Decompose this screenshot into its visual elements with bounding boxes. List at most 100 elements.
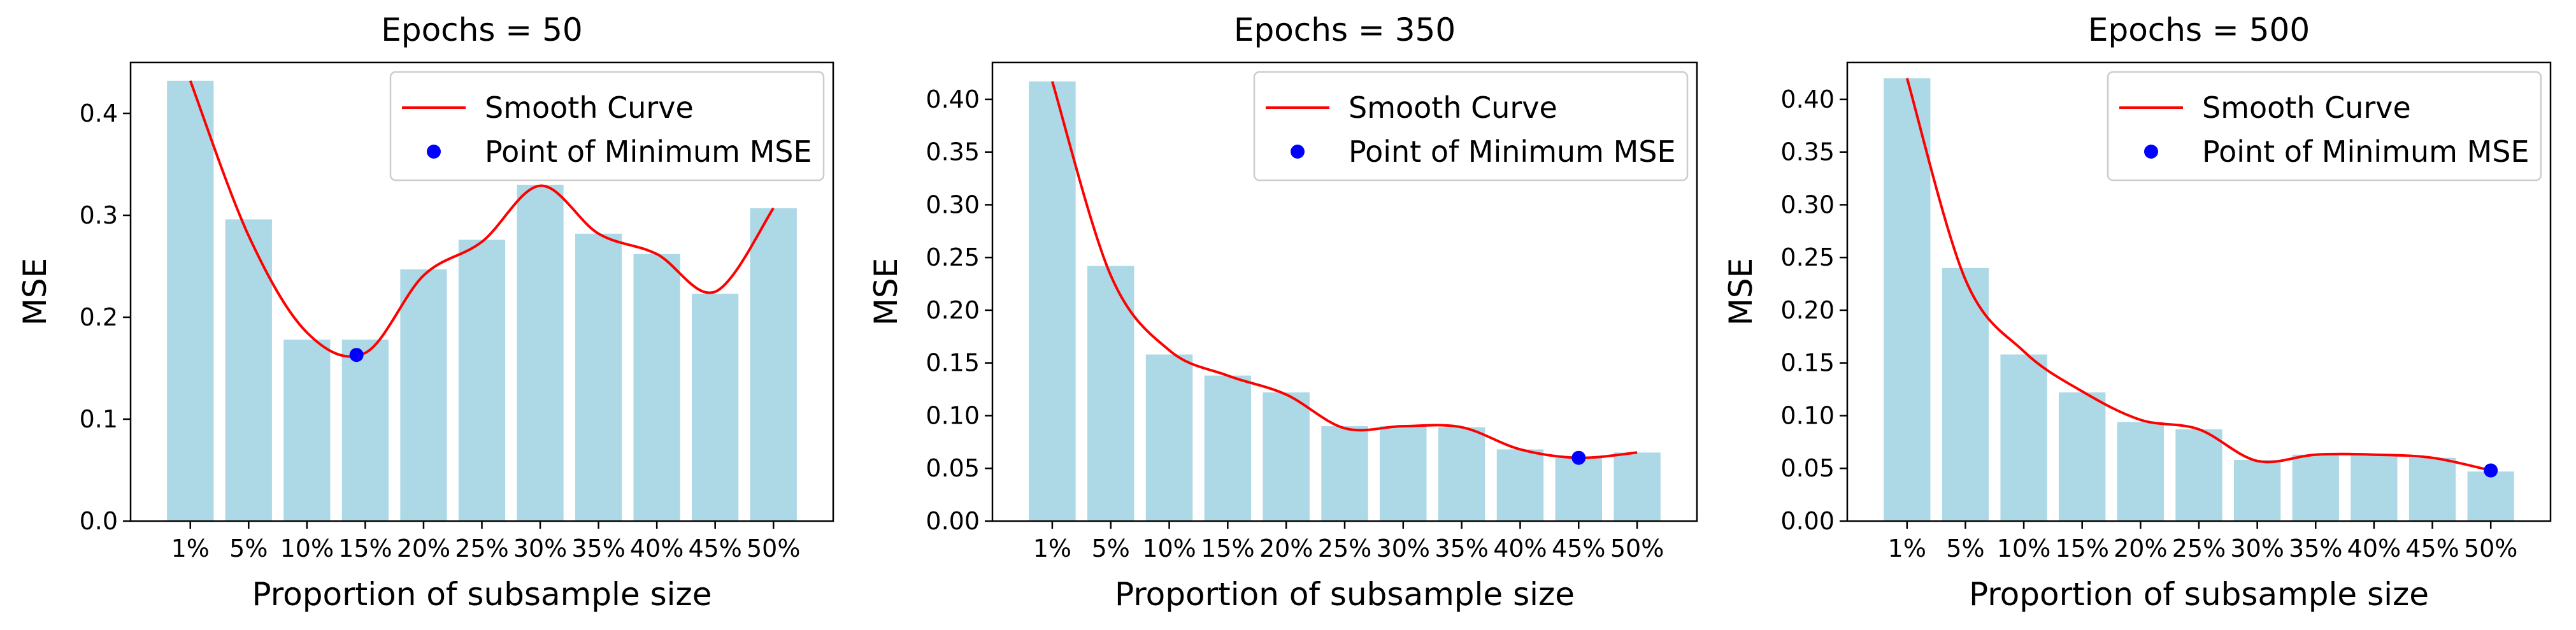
bar-20pct (400, 269, 447, 521)
bar-40pct (633, 254, 680, 521)
x-tick-label: 5% (1092, 534, 1130, 562)
y-tick-label: 0.25 (926, 243, 980, 271)
x-tick-label: 10% (1142, 534, 1196, 562)
legend-curve-label: Smooth Curve (485, 90, 694, 125)
bar-5pct (225, 219, 272, 521)
bar-50pct (2467, 471, 2514, 521)
legend-box (389, 71, 825, 182)
y-tick-label: 0.25 (1780, 243, 1835, 271)
bar-25pct (2175, 429, 2222, 521)
subplot-2: 0.00 0.05 0.10 0.15 0.20 0.25 0.30 0.35 0.40 1% 5%… (868, 11, 1698, 613)
y-tick-label: 0.30 (1780, 190, 1835, 218)
y-axis-label: MSE (868, 258, 905, 326)
bar-15pct (341, 340, 389, 521)
y-tick-label: 0.30 (926, 190, 980, 218)
x-tick-label: 40% (630, 534, 683, 562)
legend: Smooth Curve Point of Minimum MSE (389, 71, 825, 182)
legend-box (2107, 71, 2542, 182)
y-tick-label: 0.00 (1780, 507, 1835, 535)
x-tick-label: 45% (688, 534, 741, 562)
bar-50pct (750, 208, 797, 521)
bar-40pct (1496, 449, 1544, 521)
bar-40pct (2351, 454, 2398, 521)
x-tick-label: 50% (747, 534, 800, 562)
bar-30pct (2233, 460, 2281, 521)
legend-point-swatch (1291, 145, 1305, 159)
x-tick-label: 15% (2055, 534, 2108, 562)
bar-45pct (692, 294, 739, 521)
x-tick-label: 35% (1435, 534, 1488, 562)
x-tick-label: 5% (1946, 534, 1984, 562)
bar-1pct (167, 80, 214, 522)
legend-point-swatch (2144, 145, 2158, 159)
bar-30pct (1380, 426, 1427, 521)
x-tick-label: 10% (1997, 534, 2050, 562)
y-tick-label: 0.10 (926, 401, 980, 429)
legend-point-label: Point of Minimum MSE (2202, 134, 2529, 169)
x-tick-label: 15% (338, 534, 392, 562)
y-tick-label: 0.15 (926, 349, 980, 377)
legend-point-swatch (427, 145, 441, 159)
y-axis-label: MSE (1722, 258, 1759, 326)
x-tick-label: 35% (571, 534, 625, 562)
legend-curve-label: Smooth Curve (1349, 90, 1557, 125)
bar-45pct (1555, 457, 1602, 521)
bar-25pct (458, 240, 506, 521)
legend: Smooth Curve Point of Minimum MSE (1253, 71, 1689, 182)
y-tick-label: 0.20 (1780, 296, 1835, 324)
x-tick-label: 25% (2172, 534, 2226, 562)
x-tick-label: 50% (1610, 534, 1664, 562)
y-tick-label: 0.00 (926, 507, 980, 535)
y-tick-label: 0.35 (1780, 138, 1835, 166)
bar-20pct (2117, 422, 2165, 521)
y-tick-label: 0.05 (926, 454, 980, 482)
y-tick-label: 0.15 (1780, 349, 1835, 377)
x-tick-label: 20% (1259, 534, 1313, 562)
y-axis-label: MSE (17, 258, 54, 326)
legend-point-label: Point of Minimum MSE (1349, 134, 1676, 169)
chart-title: Epochs = 50 (381, 11, 582, 48)
bar-10pct (283, 340, 331, 521)
x-tick-label: 40% (2347, 534, 2401, 562)
smooth-curve-line (1050, 81, 1638, 459)
x-axis-label: Proportion of subsample size (1969, 576, 2429, 613)
y-tick-label: 0.0 (80, 507, 118, 535)
subplot-1: 0.0 0.1 0.2 0.3 0.4 1% 5% 10% 15% 20% 25% 30% 35% 40%… (17, 11, 834, 613)
x-tick-label: 1% (1033, 534, 1071, 562)
y-tick-label: 0.4 (80, 99, 118, 127)
y-tick-label: 0.10 (1780, 401, 1835, 429)
bar-15pct (1204, 375, 1252, 521)
bar-45pct (2408, 457, 2456, 521)
x-tick-label: 30% (1377, 534, 1430, 562)
x-tick-label: 1% (1888, 534, 1926, 562)
chart-title: Epochs = 350 (1234, 11, 1456, 48)
bar-10pct (2000, 354, 2047, 521)
x-tick-label: 50% (2464, 534, 2517, 562)
x-tick-label: 45% (2405, 534, 2459, 562)
y-tick-label: 0.40 (1780, 85, 1835, 113)
chart-title: Epochs = 500 (2088, 11, 2310, 48)
x-tick-label: 20% (2114, 534, 2167, 562)
bar-10pct (1145, 354, 1193, 521)
x-axis-label: Proportion of subsample size (1115, 576, 1575, 613)
minimum-mse-point (2484, 463, 2498, 478)
x-tick-label: 25% (1318, 534, 1371, 562)
smooth-curve-line (1905, 78, 2491, 472)
y-tick-label: 0.2 (80, 303, 118, 331)
x-tick-label: 5% (229, 534, 268, 562)
legend-curve-label: Smooth Curve (2202, 90, 2411, 125)
x-tick-label: 30% (513, 534, 567, 562)
y-tick-label: 0.40 (926, 85, 980, 113)
y-tick-label: 0.20 (926, 296, 980, 324)
bar-35pct (575, 233, 622, 521)
bars (1884, 78, 2514, 521)
bar-15pct (2059, 392, 2106, 521)
legend-point-label: Point of Minimum MSE (485, 134, 812, 169)
bars (1029, 81, 1661, 522)
bar-25pct (1321, 426, 1368, 521)
x-tick-label: 45% (1552, 534, 1605, 562)
bar-5pct (1087, 266, 1134, 521)
x-tick-label: 25% (455, 534, 508, 562)
x-tick-label: 10% (280, 534, 334, 562)
